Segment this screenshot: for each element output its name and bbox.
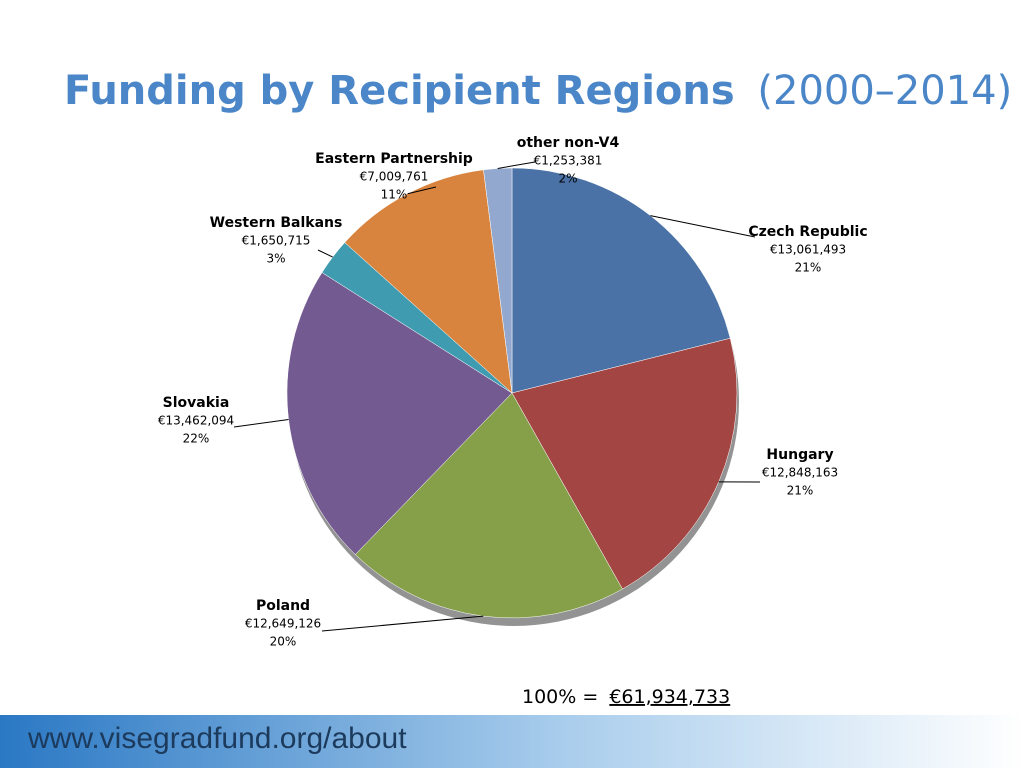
slice-value: €12,848,163 <box>762 466 838 480</box>
leader-line <box>321 615 484 632</box>
slice-value: €1,650,715 <box>242 234 311 248</box>
leader-line <box>650 215 756 238</box>
slice-percent: 22% <box>183 432 210 446</box>
pie-slice <box>354 392 623 619</box>
pie-slice <box>511 167 731 394</box>
title-line: Funding by Recipient Regions (2000–2014) <box>64 68 1012 114</box>
pie-slice <box>286 272 513 555</box>
leader-line <box>497 161 536 169</box>
chart-title: Funding by Recipient Regions <box>64 68 735 114</box>
slice-value: €13,462,094 <box>158 414 234 428</box>
chart-subtitle: (2000–2014) <box>757 68 1012 114</box>
total-value: €61,934,733 <box>609 686 730 708</box>
slice-value: €12,649,126 <box>245 617 321 631</box>
slice-name: other non-V4 <box>517 135 620 151</box>
leader-line <box>233 418 289 428</box>
total-line: 100% = €61,934,733 <box>522 686 730 708</box>
slice-percent: 3% <box>266 252 285 266</box>
slice-name: Western Balkans <box>210 215 343 231</box>
slice-name: Hungary <box>766 447 833 463</box>
slice-name: Eastern Partnership <box>315 151 473 167</box>
pie: Czech Republic €13,061,493 21% Hungary €12,8… <box>158 135 868 649</box>
slice-name: Poland <box>256 598 310 614</box>
slice-percent: 21% <box>787 484 814 498</box>
slice-percent: 21% <box>795 261 822 275</box>
footer-url: www.visegradfund.org/about <box>27 722 407 755</box>
total-text: 100% = <box>522 686 598 708</box>
slice-value: €13,061,493 <box>770 243 846 257</box>
pie-slice <box>483 167 513 394</box>
slice-value: €7,009,761 <box>360 170 429 184</box>
slice-percent: 2% <box>558 172 577 186</box>
leader-line <box>317 249 333 258</box>
slice-value: €1,253,381 <box>534 154 603 168</box>
slice-name: Czech Republic <box>748 224 867 240</box>
pie-slice <box>511 337 738 590</box>
leader-line <box>407 186 437 195</box>
slice-percent: 20% <box>270 635 297 649</box>
slice-percent: 11% <box>381 188 408 202</box>
footer-band <box>0 715 1024 768</box>
slice-name: Slovakia <box>163 395 230 411</box>
